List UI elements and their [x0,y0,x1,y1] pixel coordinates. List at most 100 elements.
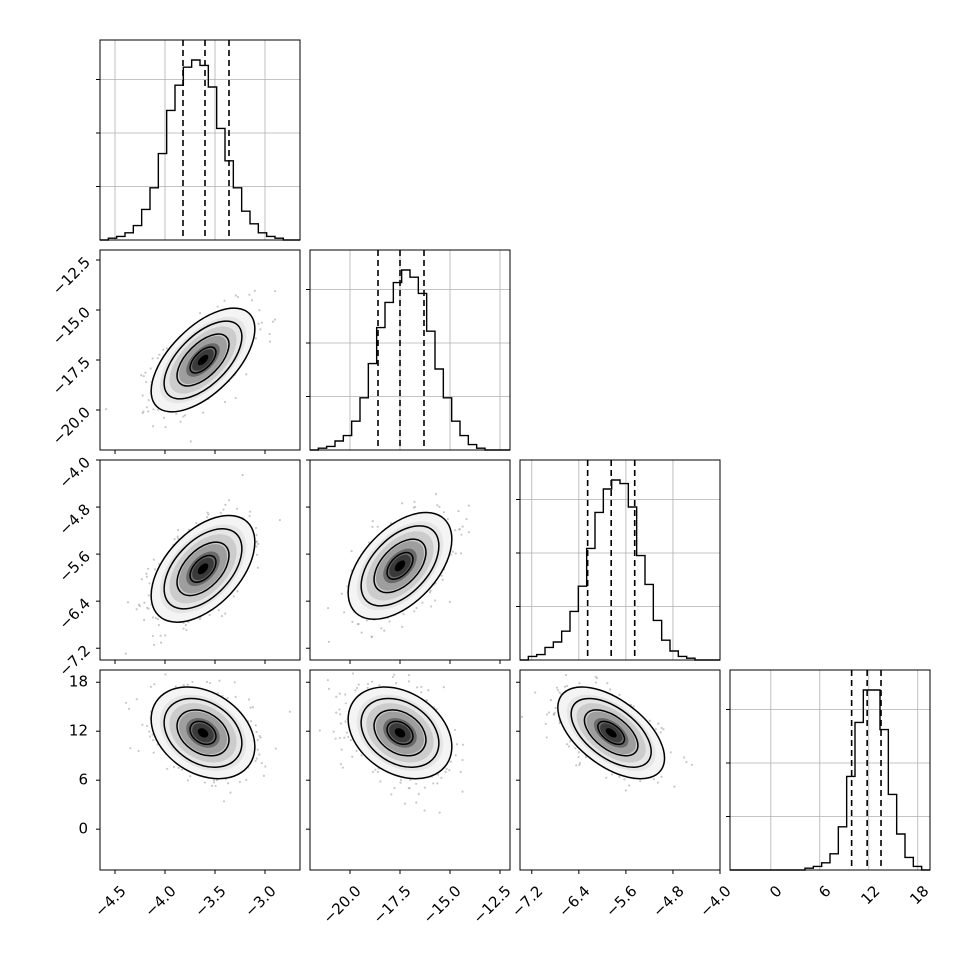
contour-line [373,538,427,594]
scatter-point [394,682,398,685]
scatter-point [216,305,219,308]
scatter-point [184,623,187,627]
scatter-point [159,634,162,637]
scatter-point [434,492,438,496]
scatter-point [577,755,580,759]
scatter-point [558,691,561,694]
y-tick-label: −5.6 [56,547,94,585]
scatter-point [390,793,393,796]
y-tick-label: 0 [78,820,88,838]
scatter-point [140,374,143,377]
scatter-point [654,728,657,731]
axes-frame [519,459,721,661]
x-tick-label: −15.0 [420,882,465,927]
histogram-panel-2 [516,459,721,661]
scatter-point [624,789,627,792]
scatter-point [327,640,331,643]
scatter-point [544,722,547,725]
scatter-point [564,673,568,677]
scatter-point [370,680,374,683]
scatter-point [137,603,140,606]
scatter-point [555,686,559,689]
scatter-point [444,770,447,773]
scatter-point [413,500,416,503]
scatter-point [451,550,455,553]
scatter-point [407,673,411,677]
density-level [394,728,406,738]
histogram-steps [520,479,720,661]
scatter-point [222,800,226,803]
contour-line [176,709,230,757]
scatter-point [547,711,550,714]
scatter-point [273,318,277,321]
joint-panel-1-3 [306,669,511,874]
panel-content [124,473,281,655]
scatter-point [211,784,214,787]
scatter-point [215,779,219,782]
contour-line [189,720,217,746]
scatter-point [143,618,146,621]
scatter-point [341,766,344,769]
y-tick-label: −17.5 [49,353,94,398]
contour-line [557,686,666,780]
scatter-point [685,760,688,764]
scatter-point [332,730,335,733]
scatter-point [357,622,360,626]
scatter-point [152,751,155,754]
scatter-point [442,511,445,514]
scatter-point [186,779,190,782]
scatter-point [343,736,346,739]
scatter-point [429,589,432,592]
scatter-point [383,629,386,632]
scatter-point [142,374,145,378]
scatter-point [399,778,403,782]
x-tick-label: −7.2 [508,882,546,920]
scatter-point [360,754,363,757]
scatter-point [344,720,347,723]
scatter-point [218,679,221,682]
scatter-point [648,719,651,722]
scatter-point [440,776,443,779]
scatter-point [233,681,236,684]
scatter-point [249,706,252,709]
scatter-point [660,775,663,778]
scatter-point [355,686,359,690]
scatter-point [565,684,569,688]
scatter-point [268,332,271,336]
scatter-point [393,786,396,790]
x-tick-label: −20.0 [320,882,365,927]
scatter-point [335,711,338,714]
scatter-point [563,685,567,688]
scatter-point [421,601,424,604]
scatter-point [335,695,338,698]
x-tick-label: 12 [857,882,883,908]
scatter-point [628,784,631,787]
scatter-point [454,528,457,532]
scatter-point [399,781,402,784]
scatter-point [262,774,266,777]
contour-line [570,697,652,768]
scatter-point [162,348,165,351]
histogram-panel-0 [96,39,301,241]
scatter-point [137,749,140,753]
scatter-point [380,627,383,630]
scatter-point [212,778,216,782]
scatter-point [673,785,676,788]
contour-line [163,697,243,768]
x-tick-label: −4.5 [91,882,129,920]
scatter-point [376,525,379,528]
scatter-point [236,590,239,593]
scatter-point [149,685,153,688]
scatter-point [553,711,556,714]
scatter-point [609,688,612,691]
scatter-point [423,786,426,789]
scatter-point [245,373,248,376]
scatter-point [339,713,342,716]
scatter-point [274,289,277,293]
scatter-point [623,778,626,781]
histogram-panel-1 [306,249,511,451]
scatter-point [257,322,260,325]
scatter-point [156,618,160,621]
scatter-point [374,768,377,771]
scatter-point [360,631,363,634]
